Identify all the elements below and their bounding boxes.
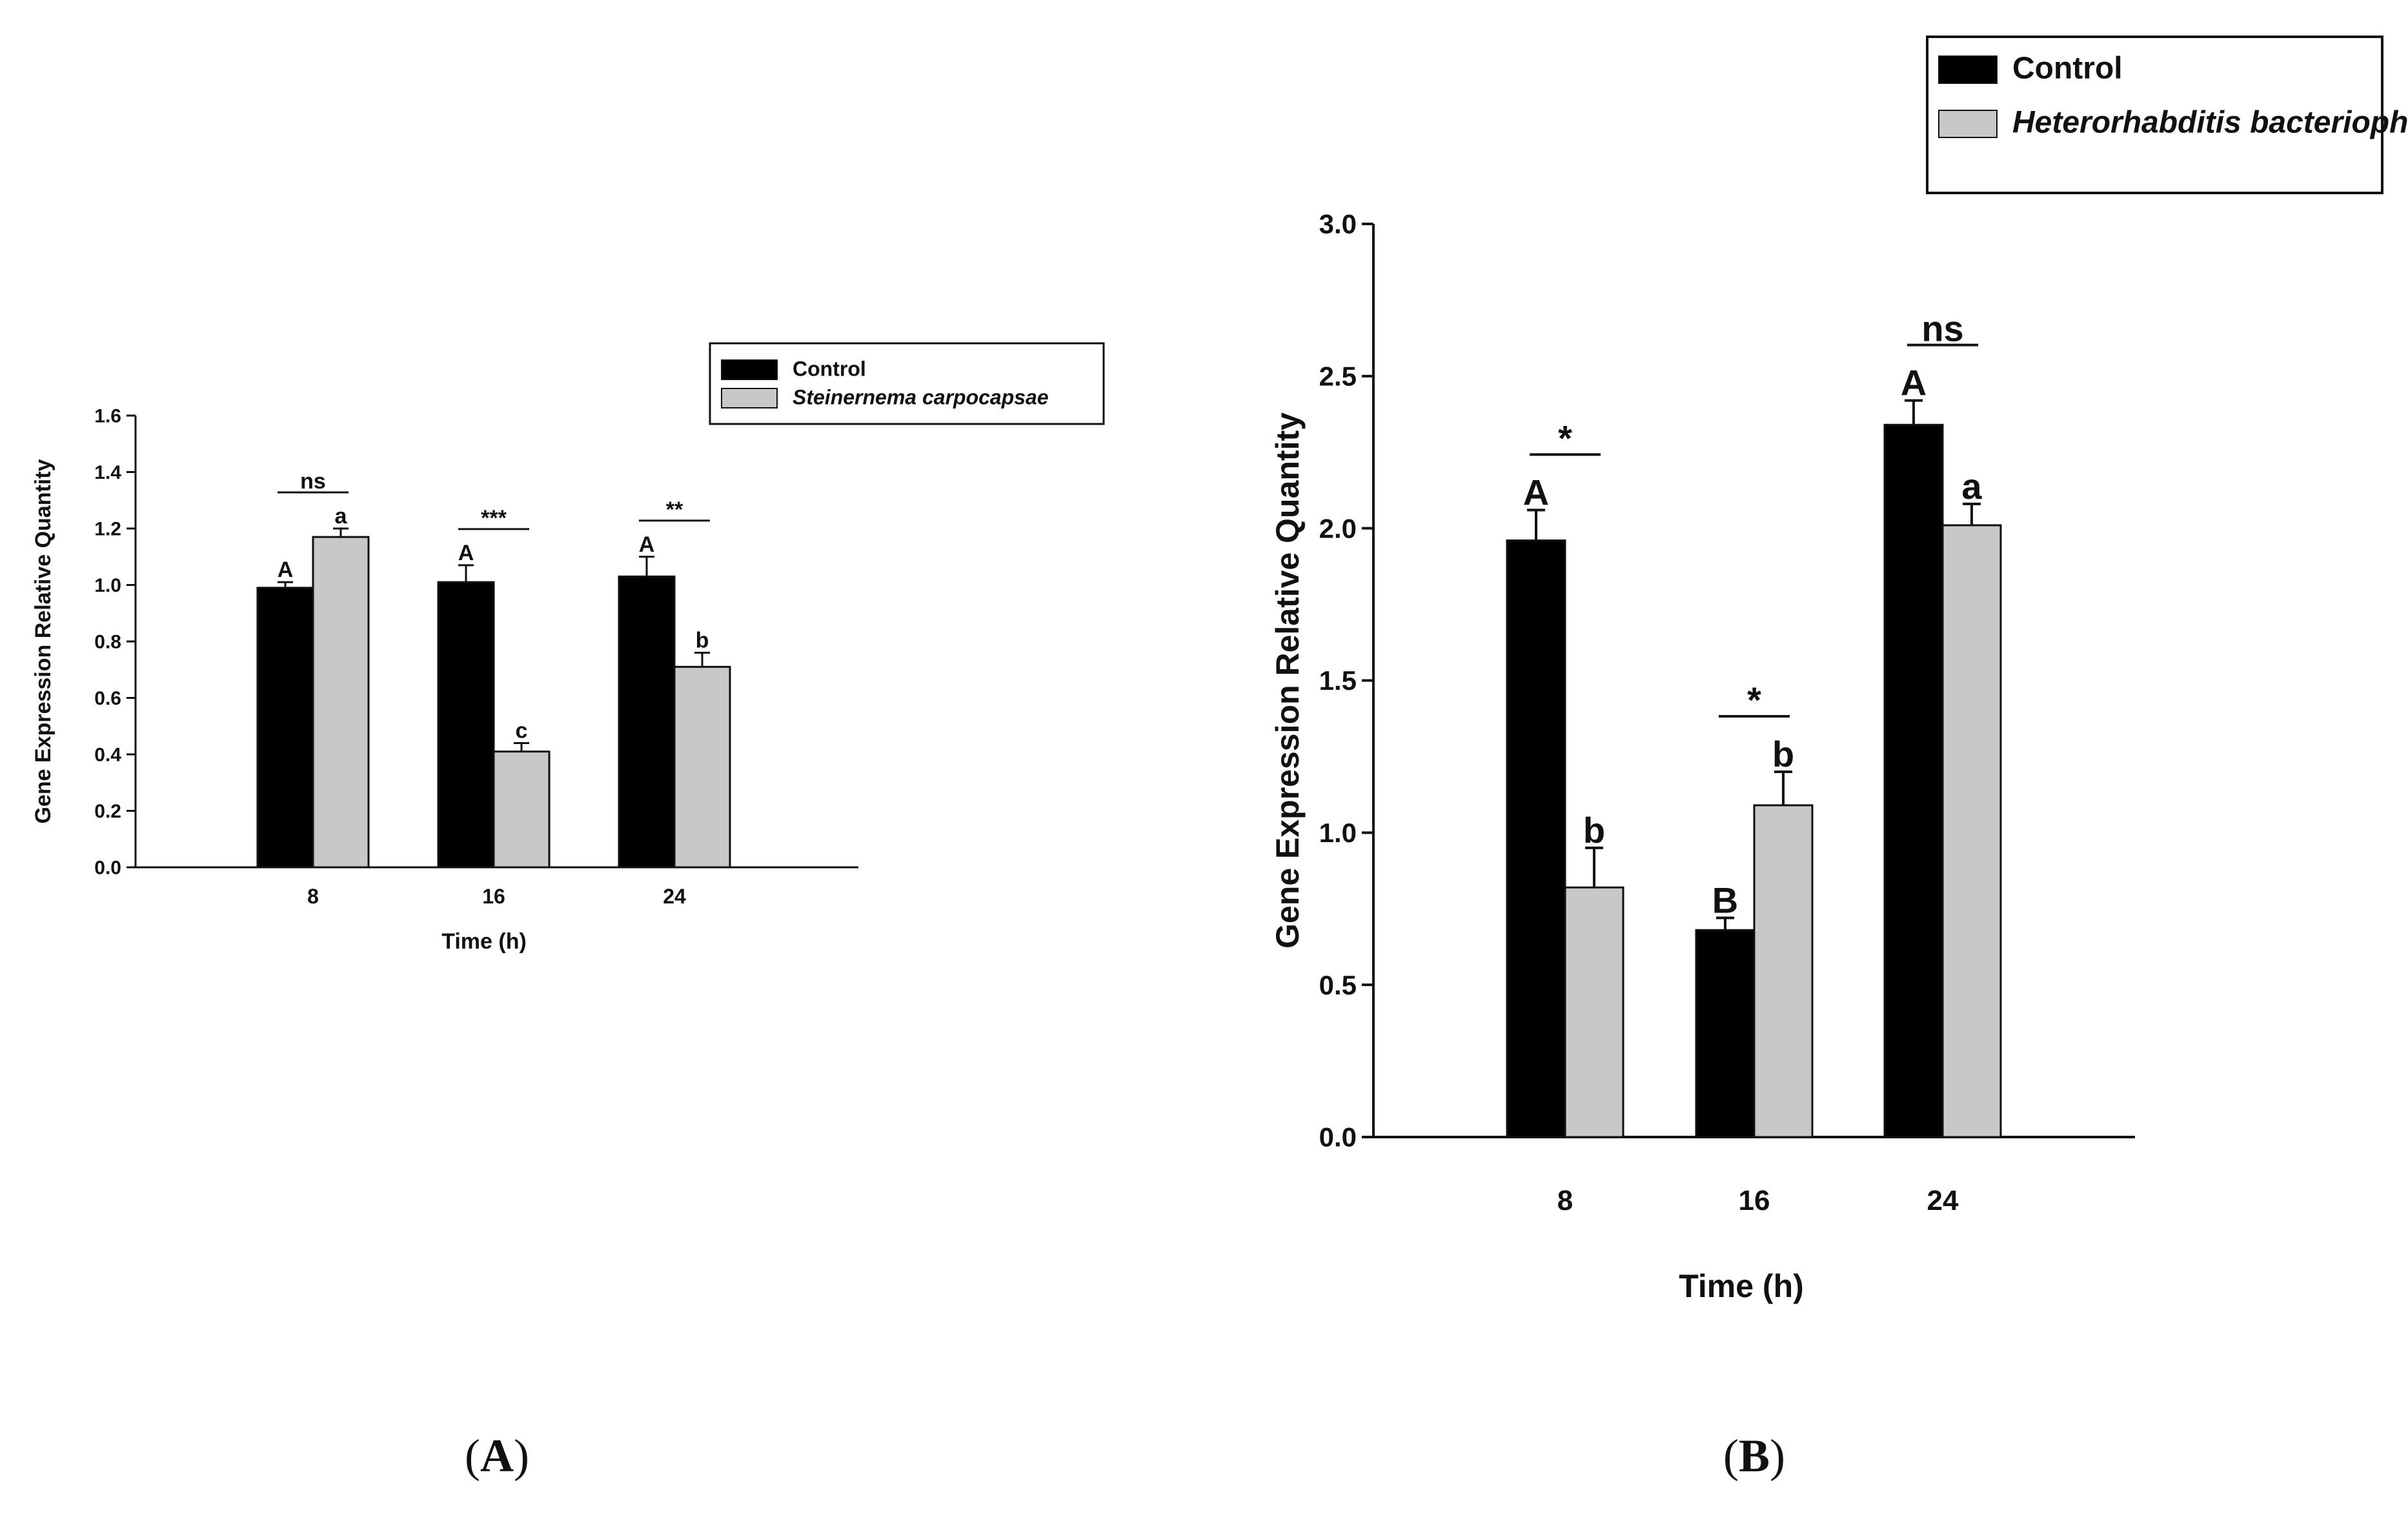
panel-label-close-paren: ) — [514, 1430, 529, 1482]
legend: Control Steinernema carpocapsae — [709, 342, 1105, 425]
x-tick-label: 24 — [1927, 1185, 1959, 1216]
y-tick-label: 0.8 — [94, 632, 121, 653]
significance-marker: ** — [666, 498, 683, 522]
significance-marker: ns — [300, 469, 326, 494]
significance-marker: * — [1558, 418, 1572, 458]
panel-b-chart: 0.0 0.5 1.0 1.5 2.0 2.5 3.0 8 Ab * 16 Bb * 24 Aa ns Time… — [1270, 35, 2408, 1482]
x-tick-label: 16 — [1739, 1185, 1770, 1216]
x-axis-title: Time (h) — [441, 929, 527, 954]
bar — [437, 581, 495, 869]
bar — [492, 750, 551, 869]
x-tick-label: 16 — [482, 885, 505, 908]
significance-letter: A — [639, 532, 655, 557]
significance-letter: A — [278, 558, 294, 582]
significance-marker: ns — [1921, 308, 1963, 349]
y-tick-label: 3.0 — [1319, 209, 1357, 239]
significance-letter: a — [1961, 466, 1982, 507]
y-tick-label: 0.6 — [94, 688, 121, 709]
legend-box — [709, 342, 1105, 425]
x-tick-label: 24 — [663, 885, 686, 908]
significance-letter: A — [1901, 363, 1927, 403]
x-tick-label: 8 — [307, 885, 319, 908]
bar — [673, 665, 731, 869]
y-axis-title: Gene Expression Relative Quantity — [1270, 412, 1306, 949]
legend-swatch — [721, 388, 778, 408]
y-tick-label: 0.5 — [1319, 970, 1357, 1000]
significance-letter: A — [1523, 472, 1549, 512]
significance-letter: b — [696, 629, 709, 653]
bar — [1753, 804, 1814, 1138]
legend-swatch — [721, 359, 778, 380]
legend-label: Heterorhabditis bacteriophora — [2012, 105, 2408, 139]
y-tick-label: 1.0 — [1319, 818, 1357, 848]
significance-marker: *** — [481, 506, 507, 530]
y-tick-label: 1.6 — [94, 406, 121, 427]
y-tick-label: 2.0 — [1319, 513, 1357, 543]
panel-label-close-paren: ) — [1770, 1430, 1785, 1482]
y-tick-label: 0.2 — [94, 801, 121, 822]
y-tick-label: 0.0 — [94, 858, 121, 879]
panel-label-open-paren: ( — [465, 1430, 480, 1482]
legend-label: Control — [2012, 51, 2123, 85]
y-tick-label: 1.0 — [94, 575, 121, 596]
legend: Control Heterorhabditis bacteriophora — [1926, 35, 2408, 194]
y-tick-label: 1.4 — [94, 462, 121, 483]
significance-letter: b — [1583, 810, 1605, 851]
panel-label-letter: B — [1739, 1430, 1770, 1482]
y-tick-label: 0.0 — [1319, 1122, 1357, 1153]
legend-box — [1926, 35, 2383, 194]
panel-label-letter: A — [480, 1430, 514, 1482]
significance-marker: * — [1747, 680, 1761, 720]
bar — [1883, 423, 1944, 1138]
bar — [256, 587, 314, 869]
panel-label: (A) — [465, 1430, 529, 1482]
legend-swatch — [1938, 55, 1998, 84]
bar — [1695, 929, 1755, 1138]
legend-label: Steinernema carpocapsae — [793, 386, 1049, 409]
y-tick-label: 1.5 — [1319, 665, 1357, 696]
bar — [1564, 886, 1624, 1138]
legend-label: Control — [793, 358, 866, 381]
y-tick-label: 1.2 — [94, 519, 121, 540]
significance-letter: c — [516, 719, 528, 743]
x-axis-title: Time (h) — [1679, 1268, 1804, 1304]
panel-label-open-paren: ( — [1723, 1430, 1739, 1482]
bar — [1941, 524, 2002, 1138]
bar — [1506, 539, 1566, 1138]
bar — [312, 536, 370, 869]
x-tick-label: 8 — [1557, 1185, 1573, 1216]
significance-letter: a — [335, 504, 348, 529]
panel-label: (B) — [1723, 1430, 1785, 1482]
y-tick-label: 0.4 — [94, 745, 121, 766]
significance-letter: B — [1712, 880, 1738, 920]
legend-swatch — [1938, 110, 1998, 138]
y-tick-label: 2.5 — [1319, 361, 1357, 392]
bar — [618, 575, 676, 869]
significance-letter: b — [1772, 734, 1794, 774]
y-axis-title: Gene Expression Relative Quantity — [31, 459, 56, 823]
significance-letter: A — [458, 541, 474, 565]
